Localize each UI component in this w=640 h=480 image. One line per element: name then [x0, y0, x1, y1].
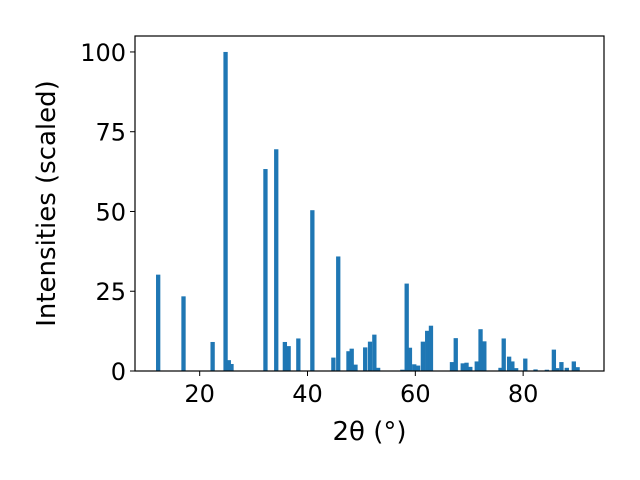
bar — [181, 296, 186, 371]
plot-frame — [134, 35, 605, 372]
bar — [468, 366, 473, 371]
bar — [412, 364, 417, 371]
bar — [331, 357, 336, 371]
y-axis-label: Intensities (scaled) — [32, 80, 62, 327]
bar — [551, 349, 557, 371]
bar — [404, 283, 409, 371]
x-tick-label: 80 — [508, 380, 539, 408]
bar — [407, 347, 413, 371]
x-axis: 20 40 60 80 — [184, 371, 538, 408]
bars-group — [156, 51, 580, 371]
y-tick-label: 25 — [95, 278, 126, 306]
bar — [449, 362, 455, 371]
bar — [513, 368, 519, 371]
bar — [428, 325, 434, 371]
bar — [425, 330, 430, 371]
bar — [310, 210, 315, 371]
bar — [533, 369, 538, 371]
bar — [156, 274, 161, 371]
x-tick-label: 40 — [292, 380, 323, 408]
bar — [367, 341, 373, 371]
bar — [453, 338, 458, 371]
bar — [464, 362, 469, 371]
bar — [575, 367, 580, 371]
bar — [559, 362, 564, 371]
y-tick-label: 100 — [80, 39, 126, 67]
y-tick-label: 75 — [95, 119, 126, 147]
bar — [375, 367, 381, 371]
bar — [336, 256, 341, 371]
bar — [210, 341, 215, 371]
y-axis: 0 25 50 75 100 — [80, 39, 135, 386]
bar — [506, 356, 512, 371]
bar — [223, 51, 228, 371]
bar — [286, 346, 291, 371]
bar — [498, 367, 503, 371]
bar — [296, 338, 301, 371]
bar — [474, 361, 479, 371]
bar — [510, 361, 515, 371]
bar — [420, 341, 426, 371]
bar — [353, 364, 358, 371]
y-tick-label: 50 — [95, 198, 126, 226]
bar — [226, 360, 231, 371]
bar — [544, 369, 550, 371]
bar — [501, 338, 506, 371]
y-tick-label: 0 — [111, 358, 126, 386]
bar — [346, 351, 351, 371]
bar — [363, 347, 368, 371]
bar — [564, 367, 569, 371]
bar — [460, 363, 465, 371]
bar — [415, 365, 421, 371]
bar — [523, 358, 528, 371]
bar — [282, 341, 288, 371]
x-tick-label: 20 — [184, 380, 215, 408]
x-tick-label: 60 — [400, 380, 431, 408]
bar — [554, 368, 560, 371]
bar — [482, 341, 487, 371]
bar — [372, 334, 377, 371]
bar — [229, 363, 234, 371]
x-axis-label: 2θ (°) — [332, 417, 406, 447]
bar — [349, 348, 354, 371]
bar — [263, 169, 268, 371]
bar — [571, 361, 576, 371]
bar — [274, 149, 279, 371]
bar — [400, 369, 405, 371]
bar — [478, 329, 483, 371]
